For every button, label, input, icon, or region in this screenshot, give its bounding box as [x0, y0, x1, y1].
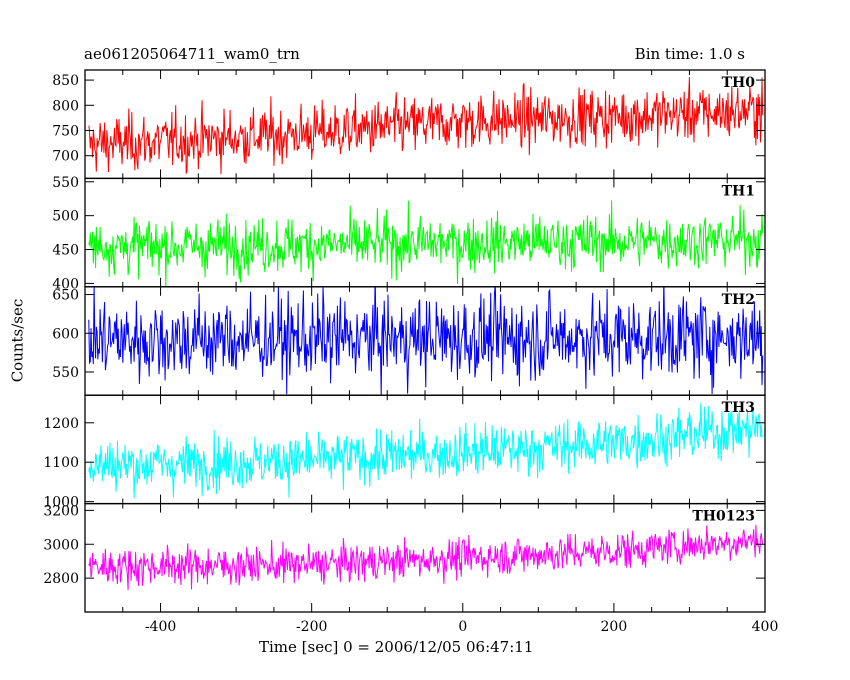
panel-label-th2: TH2: [722, 292, 755, 308]
panel-label-th0: TH0: [722, 75, 756, 91]
y-tick-label: 500: [52, 209, 79, 225]
panel-label-th0123: TH0123: [692, 509, 755, 525]
y-tick-label: 2800: [43, 571, 79, 587]
y-tick-label: 3000: [43, 537, 79, 553]
y-tick-label: 800: [52, 98, 79, 114]
y-tick-label: 1000: [43, 495, 79, 511]
bin-time-label: Bin time: 1.0 s: [634, 45, 745, 63]
x-tick-label: -200: [296, 619, 327, 635]
y-tick-label: 450: [52, 243, 79, 259]
series-line-th3: [88, 402, 763, 499]
panel-label-th1: TH1: [722, 183, 755, 199]
y-tick-label: 650: [52, 288, 79, 304]
y-tick-label: 1100: [43, 455, 79, 471]
y-tick-label: 550: [52, 175, 79, 191]
x-tick-label: -400: [145, 619, 176, 635]
y-tick-label: 600: [52, 326, 79, 342]
y-tick-label: 3200: [43, 503, 79, 519]
x-tick-label: 400: [752, 619, 779, 635]
y-tick-label: 750: [52, 124, 79, 140]
series-line-th1: [88, 200, 764, 287]
y-tick-label: 400: [52, 276, 79, 292]
series-line-th0123: [88, 524, 764, 591]
y-tick-label: 700: [52, 149, 79, 165]
x-tick-label: 0: [458, 619, 467, 635]
y-tick-label: 850: [52, 73, 79, 89]
series-line-th0: [88, 77, 764, 175]
y-axis-label: Counts/sec: [8, 298, 27, 383]
y-tick-label: 1200: [43, 416, 79, 432]
y-tick-label: 550: [52, 365, 79, 381]
x-tick-label: 200: [601, 619, 628, 635]
chart-title: ae061205064711_wam0_trn: [84, 45, 300, 63]
x-axis-label: Time [sec] 0 = 2006/12/05 06:47:11: [259, 638, 534, 656]
panel-label-th3: TH3: [722, 400, 755, 416]
series-line-th2: [88, 286, 764, 396]
